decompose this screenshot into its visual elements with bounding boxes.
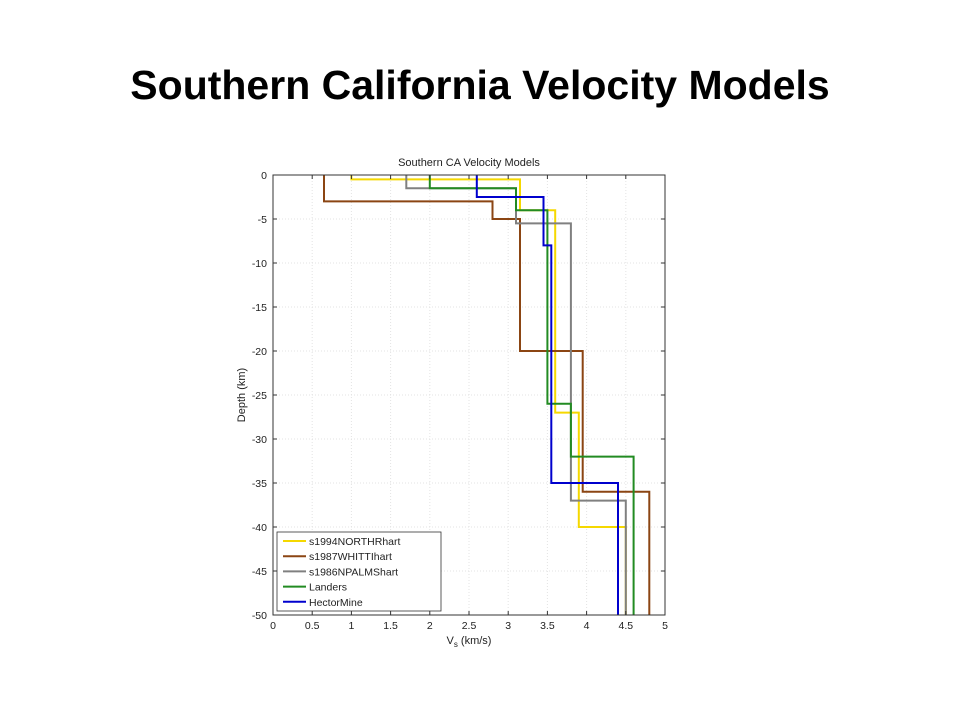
x-tick-label: 4.5 <box>618 620 633 632</box>
series-line-1 <box>323 175 651 615</box>
chart-title: Southern CA Velocity Models <box>398 157 540 169</box>
x-tick-label: 0.5 <box>305 620 320 632</box>
y-tick-label: -40 <box>252 522 267 534</box>
x-tick-label: 5 <box>662 620 668 632</box>
series-line-0 <box>350 175 627 615</box>
x-tick-label: 1 <box>348 620 354 632</box>
x-tick-label: 3 <box>505 620 511 632</box>
series-line-3 <box>428 175 635 615</box>
y-tick-label: -25 <box>252 390 267 402</box>
series-lines <box>323 175 651 615</box>
x-tick-label: 2.5 <box>462 620 477 632</box>
y-tick-label: 0 <box>261 170 267 182</box>
y-tick-label: -50 <box>252 610 267 622</box>
x-axis-title: Vs (km/s) <box>447 635 492 649</box>
x-tick-label: 3.5 <box>540 620 555 632</box>
legend-label: s1987WHITTIhart <box>309 551 392 563</box>
x-axis-title-unit: (km/s) <box>461 635 492 647</box>
slide-title: Southern California Velocity Models <box>130 62 830 108</box>
x-axis-title-sub: s <box>454 640 458 649</box>
legend-label: Landers <box>309 582 347 594</box>
x-tick-label: 0 <box>270 620 276 632</box>
y-tick-label: -20 <box>252 346 267 358</box>
x-tick-label: 2 <box>427 620 433 632</box>
x-tick-label: 4 <box>584 620 590 632</box>
y-tick-label: -5 <box>258 214 267 226</box>
x-tick-label: 1.5 <box>383 620 398 632</box>
legend-label: s1994NORTHRhart <box>309 536 401 548</box>
x-axis-title-main: V <box>447 635 455 647</box>
y-tick-label: -15 <box>252 302 267 314</box>
legend-label: HectorMine <box>309 597 363 609</box>
legend-label: s1986NPALMShart <box>309 566 398 578</box>
series-line-4 <box>475 175 619 615</box>
ticks: 0 0.5 1 1.5 2 2.5 3 3.5 4 4.5 5 0 -5 -10 -15 -20 -25 -30 -… <box>252 170 668 632</box>
y-tick-label: -45 <box>252 566 267 578</box>
legend: s1994NORTHRhart s1987WHITTIhart s1986NPALM… <box>276 531 442 612</box>
y-tick-label: -35 <box>252 478 267 490</box>
y-tick-label: -30 <box>252 434 267 446</box>
y-axis-title: Depth (km) <box>236 368 248 422</box>
y-tick-label: -10 <box>252 258 267 270</box>
